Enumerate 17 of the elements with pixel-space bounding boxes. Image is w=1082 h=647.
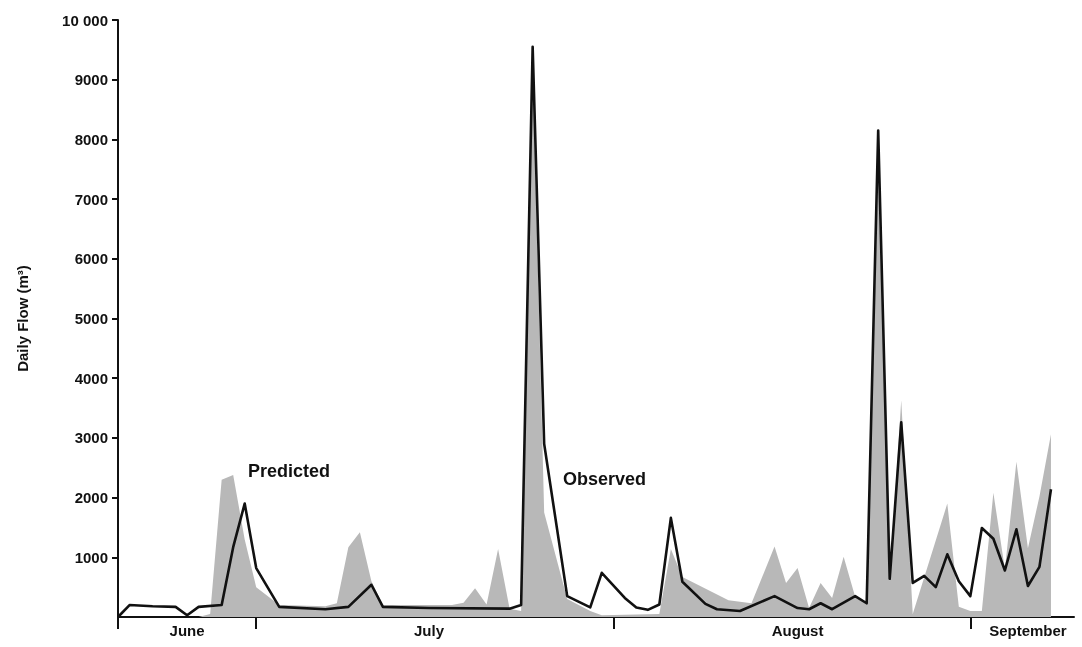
y-tick-label: 9000 — [74, 71, 108, 89]
series-label: Predicted — [248, 461, 331, 481]
x-tick-label: July — [413, 622, 445, 639]
y-axis-title: Daily Flow (m³) — [14, 265, 31, 372]
y-tick-label: 4000 — [74, 369, 108, 387]
y-tick-label: 2000 — [74, 489, 108, 507]
y-tick-label: 1000 — [74, 548, 108, 566]
x-tick-label: August — [771, 622, 824, 639]
y-tick-label: 5000 — [74, 310, 108, 327]
series-label: Observed — [563, 469, 647, 489]
y-tick-label: 6000 — [74, 250, 108, 268]
y-tick-label: 10 000 — [62, 11, 108, 29]
y-tick-label: 7000 — [74, 190, 108, 208]
x-tick-label: September — [989, 622, 1067, 639]
y-tick-label: 3000 — [74, 429, 108, 447]
x-tick-label: June — [169, 622, 205, 639]
y-tick-label: 8000 — [74, 130, 108, 148]
